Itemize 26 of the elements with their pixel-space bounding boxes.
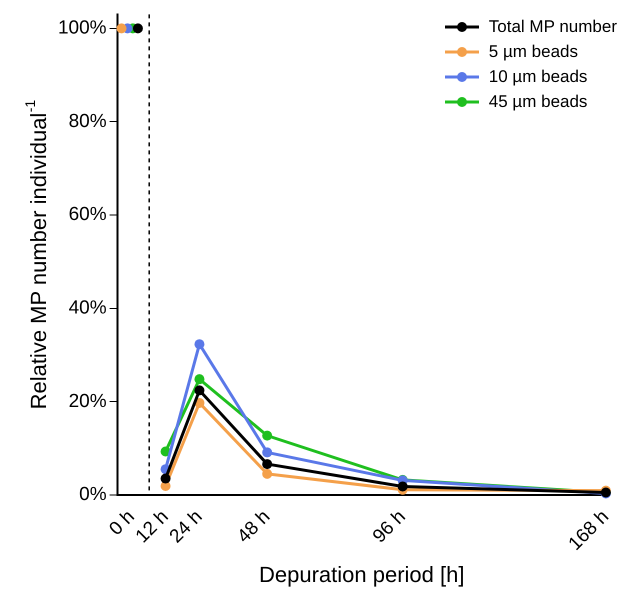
x-axis-title: Depuration period [h] (259, 562, 464, 587)
point (262, 468, 272, 479)
y-tick-label: 40% (68, 298, 107, 319)
y-tick-label: 80% (68, 110, 107, 132)
point (262, 447, 272, 458)
y-tick-label: 100% (58, 18, 107, 39)
point (398, 481, 408, 492)
point (116, 23, 127, 34)
point (194, 374, 204, 384)
point (194, 339, 204, 350)
y-tick-label: 0% (79, 484, 107, 506)
y-axis-title: Relative MP number individual-1 (22, 100, 52, 410)
legend-label: Total MP number (488, 16, 617, 36)
legend-label: 10 µm beads (488, 66, 588, 86)
point (262, 459, 272, 470)
point (262, 430, 272, 441)
y-tick-label: 60% (68, 204, 107, 226)
y-tick-label: 20% (68, 390, 107, 412)
legend-label: 5 µm beads (488, 42, 578, 62)
x-tick-label: 96 h (368, 506, 410, 548)
x-tick-label: 48 h (233, 506, 274, 548)
x-tick-label: 168 h (564, 506, 614, 555)
legend-label: 45 µm beads (488, 92, 588, 112)
point (160, 474, 171, 484)
point (194, 385, 204, 396)
point (132, 23, 143, 34)
